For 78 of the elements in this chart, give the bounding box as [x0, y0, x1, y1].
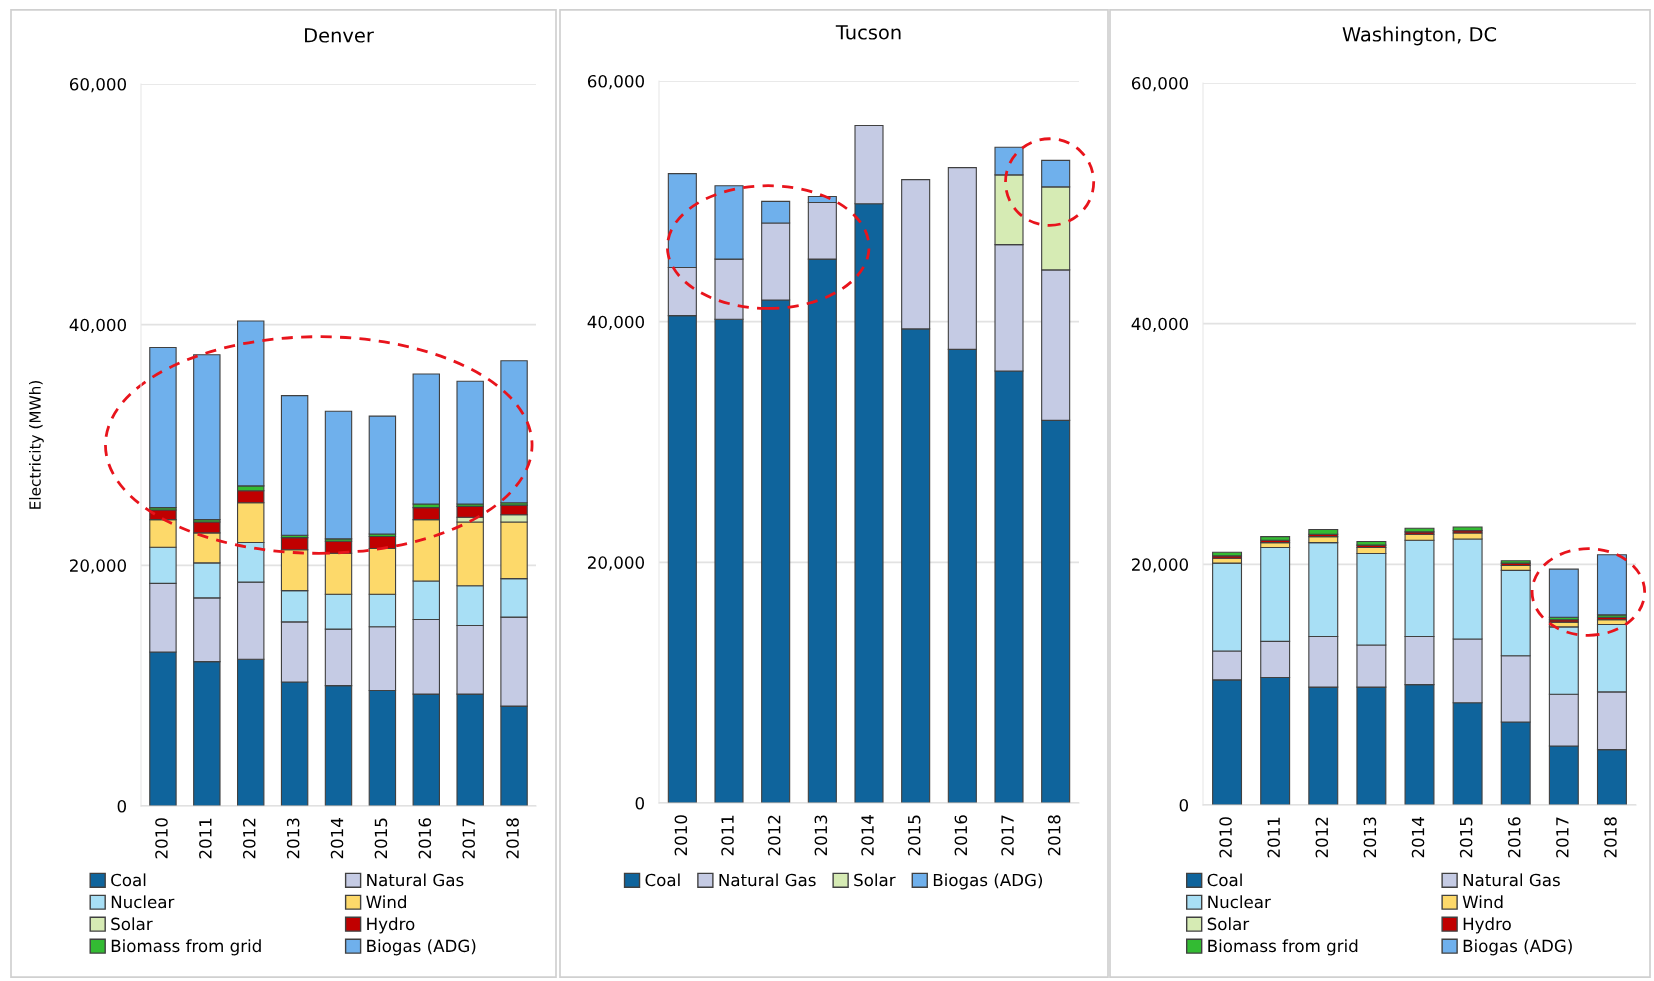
bar	[500, 360, 528, 504]
legend-label: Coal	[111, 873, 146, 887]
legend-label: Solar	[854, 873, 896, 887]
chart-title: Tucson	[835, 25, 901, 40]
y-tick-label: 40,000	[587, 315, 644, 330]
legend-label: Wind	[366, 895, 406, 909]
x-tick-label: 2013	[1363, 817, 1377, 858]
x-tick-label: 2012	[767, 815, 781, 856]
legend-label: Wind	[1462, 895, 1503, 909]
x-tick-label: 2015	[1459, 817, 1473, 858]
legend-label: Natural Gas	[719, 873, 816, 887]
bar	[1212, 551, 1243, 557]
bar	[1308, 528, 1339, 535]
legend-label: Biomass from grid	[1208, 939, 1358, 956]
x-tick-label: 2013	[286, 818, 300, 859]
legend-label: Nuclear	[111, 895, 175, 909]
legend-label: Hydro	[367, 917, 415, 934]
x-tick-label: 2012	[1315, 817, 1329, 858]
bar	[193, 354, 221, 521]
bar	[1596, 554, 1627, 616]
x-tick-label: 2010	[1219, 817, 1232, 858]
bar	[368, 415, 397, 535]
legend-label: Coal	[1207, 873, 1242, 887]
y-tick-label: 40,000	[69, 318, 126, 333]
x-tick-label: 2018	[1047, 815, 1061, 856]
x-tick-label: 2016	[418, 818, 432, 859]
x-tick-label: 2015	[907, 815, 921, 856]
legend-label: Nuclear	[1208, 895, 1271, 909]
y-tick-label: 0	[117, 799, 126, 813]
x-tick-label: 2017	[1001, 815, 1014, 856]
y-tick-label: 0	[635, 796, 644, 810]
legend-label: Biogas (ADG)	[933, 873, 1043, 890]
bar	[1356, 540, 1387, 546]
y-tick-label: 40,000	[1131, 317, 1188, 332]
bar	[1548, 568, 1579, 618]
bar	[456, 380, 484, 505]
legend-label: Solar	[1207, 917, 1250, 931]
y-tick-label: 20,000	[588, 556, 644, 571]
x-tick-label: 2014	[861, 815, 874, 856]
chart-title: Denver	[305, 28, 374, 43]
x-tick-label: 2012	[242, 818, 256, 859]
y-tick-label: 0	[1179, 798, 1188, 812]
x-tick-label: 2013	[814, 815, 828, 856]
legend-label: Biomass from grid	[111, 939, 261, 956]
legend-label: Biogas (ADG)	[1463, 939, 1572, 956]
legend-label: Solar	[111, 917, 153, 931]
x-tick-label: 2011	[721, 815, 734, 856]
x-tick-label: 2018	[1604, 817, 1617, 858]
y-tick-label: 60,000	[69, 77, 126, 93]
x-tick-label: 2011	[199, 818, 212, 859]
legend-label: Biogas (ADG)	[367, 939, 476, 956]
bar	[1452, 526, 1483, 532]
legend-label: Hydro	[1463, 917, 1511, 934]
x-tick-label: 2011	[1267, 817, 1280, 858]
y-axis-title: Electricity (MWh)	[29, 380, 44, 509]
x-tick-label: 2014	[330, 818, 344, 859]
y-tick-label: 60,000	[1131, 76, 1188, 92]
x-tick-label: 2017	[1556, 817, 1569, 858]
legend-label: Natural Gas	[367, 873, 464, 887]
x-tick-label: 2017	[462, 818, 475, 859]
x-tick-label: 2015	[374, 818, 388, 859]
bar	[324, 410, 353, 540]
x-tick-label: 2014	[1411, 817, 1425, 858]
x-tick-label: 2016	[954, 815, 968, 856]
x-tick-label: 2010	[674, 815, 688, 856]
y-tick-label: 20,000	[1132, 558, 1188, 573]
chart-title: Washington, DC	[1342, 26, 1497, 46]
x-tick-label: 2018	[506, 818, 519, 859]
x-tick-label: 2010	[155, 818, 168, 859]
bar	[237, 320, 265, 487]
bar	[280, 395, 309, 536]
legend-label: Coal	[645, 873, 680, 887]
legend-label: Natural Gas	[1463, 873, 1560, 887]
y-tick-label: 20,000	[70, 559, 126, 574]
bar	[149, 346, 177, 509]
bar	[412, 373, 440, 505]
x-tick-label: 2016	[1507, 817, 1521, 858]
y-tick-label: 60,000	[587, 74, 644, 90]
